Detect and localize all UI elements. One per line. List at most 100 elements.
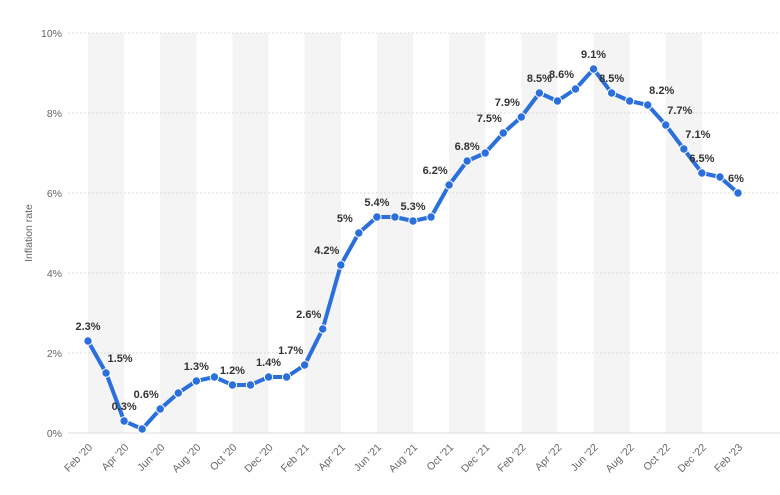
data-label: 1.5% [108,353,133,365]
data-point [697,168,707,178]
data-point [281,372,292,382]
data-label: 5.3% [400,201,425,213]
x-tick-label: Feb '20 [62,442,95,475]
data-point [83,336,93,346]
horizontal-gridlines [68,32,780,434]
data-point [173,388,183,398]
data-point [390,212,400,222]
data-label: 1.4% [256,357,281,369]
data-point [733,188,743,198]
y-tick-label: 2% [47,348,62,360]
x-tick-label: Feb '22 [495,442,528,475]
y-tick-label: 4% [47,268,62,280]
x-tick-label: Oct '21 [424,442,456,474]
data-label: 1.2% [220,365,245,377]
data-point [643,100,653,110]
data-point [299,360,310,370]
data-point [155,404,165,414]
data-point [336,260,346,270]
data-label: 6.5% [689,153,714,165]
data-point [209,372,220,382]
data-label: 1.7% [278,345,303,357]
data-label: 7.5% [477,113,502,125]
data-point [372,212,382,222]
data-label: 4.2% [314,245,339,257]
data-label: 5.4% [364,197,389,209]
data-point [408,216,418,226]
y-tick-label: 8% [47,108,62,120]
x-tick-label: Aug '21 [387,442,421,476]
data-label: 2.6% [296,309,321,321]
x-tick-label: Jun '21 [352,442,384,474]
data-point [462,156,472,166]
data-point [480,148,490,158]
x-tick-label: Apr '22 [533,442,565,474]
background-band [304,33,341,433]
data-label: 2.3% [75,321,100,333]
data-point [426,212,436,222]
x-tick-label: Aug '22 [603,442,637,476]
background-band [160,33,197,433]
x-tick-label: Jun '22 [568,442,600,474]
background-band [88,33,125,433]
data-point [552,96,563,106]
data-point [534,88,545,98]
background-band [232,33,269,433]
x-tick-label: Dec '20 [242,442,276,476]
data-label: 6.2% [423,165,448,177]
x-tick-label: Dec '22 [676,442,710,476]
data-point [606,88,617,98]
data-label: 8.2% [649,85,674,97]
x-tick-label: Feb '23 [712,442,745,475]
data-point [570,84,581,94]
data-label: 7.7% [667,105,692,117]
data-label: 8.6% [549,69,574,81]
data-label: 9.1% [581,49,606,61]
y-tick-label: 10% [41,28,62,40]
data-label: 6% [728,173,744,185]
data-point [318,324,328,334]
data-point [624,96,635,106]
data-point [245,380,256,390]
data-labels: 2.3% 1.5% 0.3%0.6% 1.3% 1.2% 1.4%1.7% 2.6% 4.2%… [75,49,744,413]
background-bands [88,33,702,433]
background-band [449,33,486,433]
data-point [137,424,147,434]
data-label: 0.6% [134,389,159,401]
background-band [376,33,413,433]
x-tick-label: Apr '21 [316,442,348,474]
data-point [715,172,725,182]
y-axis-label: Inflation rate [23,204,35,262]
data-label: 6.8% [455,141,480,153]
x-tick-label: Dec '21 [459,442,493,476]
data-point [354,228,364,238]
data-point [444,180,454,190]
data-point [119,416,129,426]
data-label: 7.1% [685,129,710,141]
data-label: 1.3% [184,361,209,373]
data-label: 5% [337,213,353,225]
data-label: 8.5% [527,73,552,85]
data-label: 0.3% [112,401,137,413]
data-point [588,64,599,74]
data-point [101,368,111,378]
data-label: 7.9% [495,97,520,109]
background-band [665,33,702,433]
data-point [516,112,527,122]
y-tick-label: 6% [47,188,62,200]
data-label: 8.5% [599,73,624,85]
data-point [679,144,689,154]
x-tick-label: Feb '21 [279,442,312,475]
x-tick-label: Oct '22 [641,442,673,474]
y-tick-label: 0% [47,428,62,440]
data-point [498,128,508,138]
x-axis-ticks: Feb '20 Apr '20 Jun '20 Aug '20 Oct '20 Dec '… [62,442,745,476]
x-tick-label: Jun '20 [135,442,167,474]
data-point [191,376,202,386]
y-axis-ticks: 0% 2% 4% 6% 8% 10% [41,28,62,440]
x-tick-label: Aug '20 [170,442,204,476]
data-point [263,372,274,382]
data-point [661,120,671,130]
data-points [83,64,743,434]
